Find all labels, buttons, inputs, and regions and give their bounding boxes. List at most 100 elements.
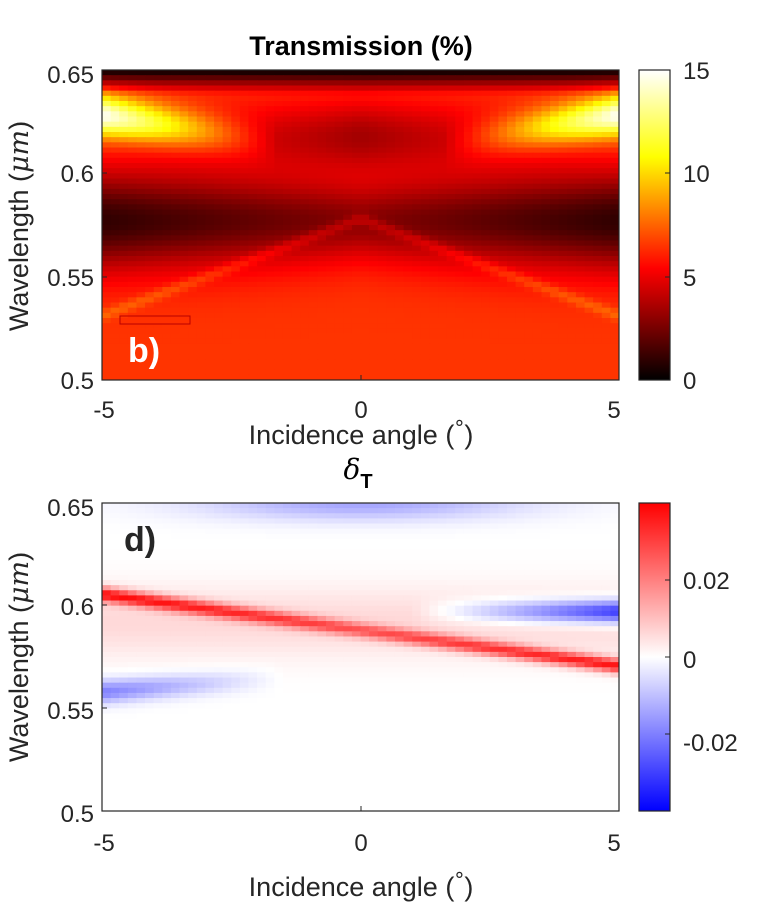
- heatmap-cell: [593, 354, 603, 360]
- heatmap-cell: [248, 554, 258, 561]
- heatmap-cell: [558, 271, 568, 278]
- heatmap-cell: [584, 610, 594, 617]
- heatmap-cell: [446, 338, 456, 345]
- heatmap-cell: [541, 307, 551, 314]
- heatmap-cell: [481, 240, 491, 247]
- heatmap-cell: [593, 564, 603, 571]
- heatmap-cell: [170, 147, 181, 154]
- heatmap-cell: [412, 292, 422, 298]
- heatmap-cell: [102, 199, 112, 205]
- heatmap-cell: [179, 508, 189, 514]
- heatmap-cell: [153, 137, 163, 143]
- heatmap-cell: [446, 132, 456, 138]
- heatmap-cell: [438, 312, 448, 319]
- heatmap-cell: [481, 354, 491, 360]
- heatmap-cell: [489, 359, 499, 366]
- heatmap-cell: [214, 369, 224, 376]
- heatmap-cell: [205, 328, 215, 335]
- heatmap-cell: [153, 75, 163, 81]
- heatmap-cell: [265, 225, 275, 231]
- heatmap-cell: [472, 219, 482, 226]
- heatmap-cell: [412, 225, 422, 231]
- heatmap-cell: [300, 188, 310, 195]
- heatmap-cell: [343, 328, 353, 335]
- heatmap-cell: [196, 178, 206, 185]
- heatmap-cell: [567, 508, 577, 514]
- heatmap-cell: [326, 101, 336, 107]
- heatmap-cell: [317, 580, 327, 586]
- heatmap-cell: [334, 533, 344, 540]
- heatmap-cell: [291, 142, 301, 149]
- heatmap-cell: [127, 574, 138, 581]
- heatmap-cell: [239, 90, 250, 97]
- heatmap-cell: [455, 75, 465, 81]
- heatmap-cell: [446, 585, 456, 591]
- heatmap-cell: [231, 101, 241, 107]
- heatmap-cell: [351, 292, 362, 298]
- heatmap-cell: [102, 219, 112, 226]
- heatmap-cell: [196, 266, 206, 273]
- heatmap-cell: [127, 559, 138, 566]
- heatmap-cell: [274, 580, 284, 586]
- heatmap-cell: [153, 600, 163, 607]
- heatmap-cell: [102, 307, 112, 314]
- heatmap-cell: [231, 349, 241, 355]
- heatmap-cell: [110, 349, 120, 355]
- heatmap-cell: [498, 580, 508, 586]
- heatmap-cell: [498, 163, 508, 169]
- heatmap-cell: [369, 137, 379, 143]
- heatmap-cell: [498, 549, 508, 555]
- heatmap-cell: [610, 610, 619, 617]
- heatmap-cell: [127, 323, 138, 329]
- heatmap-cell: [291, 615, 301, 622]
- heatmap-cell: [489, 106, 499, 112]
- heatmap-cell: [567, 276, 577, 283]
- heatmap-cell: [257, 157, 267, 164]
- heatmap-cell: [222, 513, 232, 519]
- heatmap-cell: [188, 281, 198, 288]
- heatmap-cell: [265, 75, 275, 81]
- heatmap-cell: [524, 111, 534, 118]
- heatmap-cell: [369, 168, 379, 174]
- heatmap-cell: [550, 225, 560, 231]
- heatmap-cell: [403, 219, 413, 226]
- heatmap-cell: [412, 142, 422, 149]
- heatmap-cell: [334, 508, 344, 514]
- panel-b-xlabel-prefix: Incidence angle (: [249, 420, 455, 450]
- heatmap-cell: [386, 585, 396, 591]
- heatmap-cell: [446, 219, 456, 226]
- heatmap-cell: [489, 85, 499, 92]
- heatmap-cell: [308, 349, 319, 355]
- heatmap-cell: [222, 287, 232, 293]
- heatmap-cell: [257, 374, 267, 380]
- heatmap-cell: [265, 137, 275, 143]
- heatmap-cell: [420, 132, 431, 138]
- heatmap-cell: [351, 240, 362, 247]
- heatmap-cell: [326, 343, 336, 350]
- heatmap-cell: [575, 528, 586, 535]
- heatmap-cell: [170, 137, 181, 143]
- heatmap-cell: [567, 75, 577, 81]
- heatmap-cell: [127, 152, 138, 159]
- heatmap-cell: [601, 302, 611, 309]
- heatmap-cell: [524, 533, 534, 540]
- heatmap-cell: [550, 307, 560, 314]
- heatmap-cell: [515, 225, 525, 231]
- heatmap-cell: [145, 318, 155, 324]
- heatmap-cell: [317, 214, 327, 221]
- heatmap-cell: [412, 214, 422, 221]
- heatmap-cell: [308, 508, 319, 514]
- heatmap-cell: [257, 574, 267, 581]
- heatmap-cell: [567, 250, 577, 257]
- heatmap-cell: [291, 518, 301, 525]
- heatmap-cell: [248, 518, 258, 525]
- heatmap-cell: [170, 101, 181, 107]
- heatmap-cell: [326, 503, 336, 509]
- heatmap-cell: [282, 312, 293, 319]
- heatmap-cell: [110, 235, 120, 242]
- heatmap-cell: [377, 168, 387, 174]
- heatmap-cell: [110, 523, 120, 530]
- heatmap-cell: [188, 75, 198, 81]
- heatmap-cell: [558, 261, 568, 267]
- heatmap-cell: [558, 369, 568, 376]
